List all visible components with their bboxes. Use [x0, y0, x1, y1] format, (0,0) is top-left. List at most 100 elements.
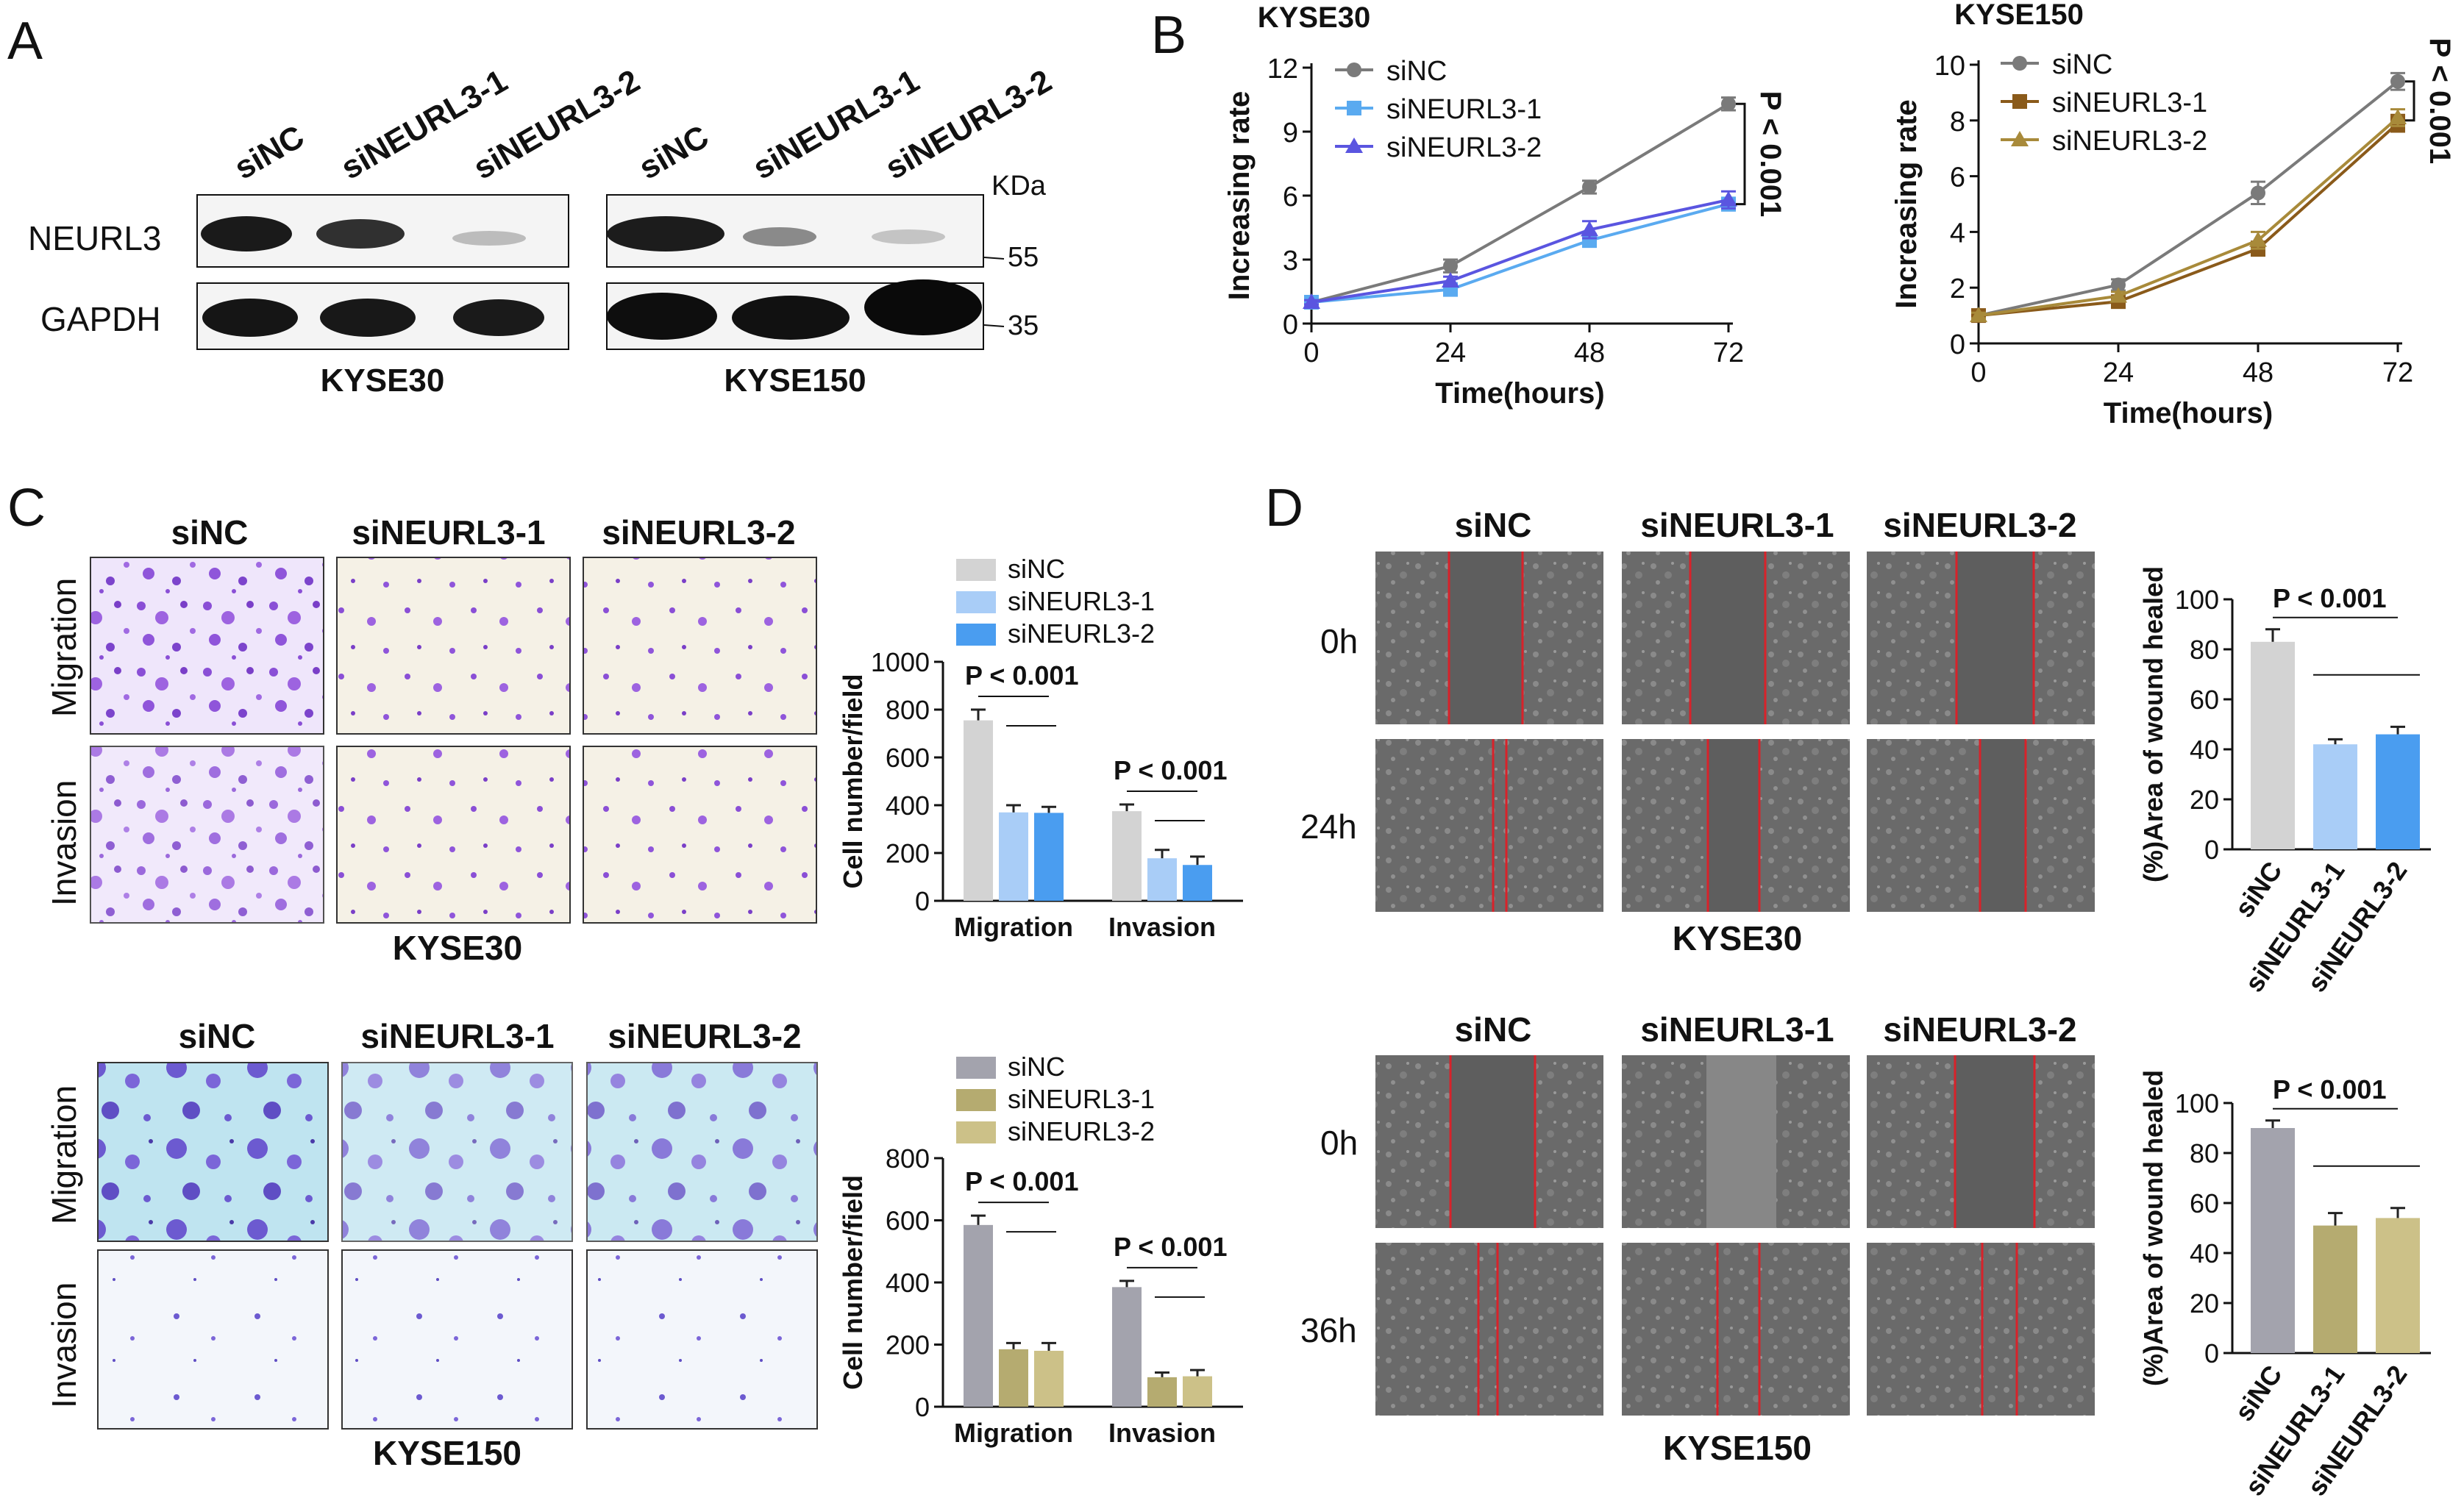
- data-point: [2109, 287, 2127, 303]
- band: [202, 299, 298, 337]
- data-point: [1345, 138, 1363, 153]
- y-tick-label: 800: [886, 695, 930, 725]
- legend-label: siNEURL3-1: [2052, 88, 2207, 118]
- legend-label: siNEURL3-1: [1008, 1084, 1155, 1114]
- bar: [2376, 734, 2420, 849]
- micrograph: [97, 1062, 329, 1242]
- bar-chart-c2: 0 200 400 600 800 Cell number/field Migration P…: [838, 1052, 1243, 1448]
- legend-label: siNC: [2052, 49, 2112, 80]
- micrograph: [586, 1062, 818, 1242]
- x-axis-label: Time(hours): [2104, 397, 2273, 429]
- data-point: [1721, 96, 1736, 112]
- panel-d-top-headers: siNC siNEURL3-1 siNEURL3-2: [1455, 506, 2077, 544]
- p-value-label: P < 0.001: [1114, 755, 1227, 785]
- time-label: 36h: [1300, 1311, 1357, 1349]
- data-point: [2249, 231, 2267, 247]
- series-line: [1978, 116, 2399, 318]
- wound-gap: [1449, 552, 1523, 724]
- wound-gap: [1708, 739, 1759, 912]
- wound-gap: [1706, 1055, 1776, 1228]
- legend-label: siNEURL3-2: [2052, 126, 2207, 157]
- legend-label: siNEURL3-2: [1386, 132, 1542, 163]
- legend-label: siNEURL3-2: [1008, 1116, 1155, 1146]
- column-header: siNEURL3-2: [608, 1017, 801, 1055]
- y-axis-label: Increasing rate: [1890, 99, 1923, 309]
- column-header: siNC: [171, 513, 249, 552]
- x-tick-label: 24: [2103, 357, 2134, 388]
- y-tick-label: 9: [1283, 118, 1298, 149]
- bar: [1183, 865, 1212, 901]
- band: [872, 229, 945, 244]
- wound-gap: [1450, 1055, 1535, 1228]
- legend-label: siNC: [1008, 554, 1065, 584]
- column-header: siNEURL3-1: [1640, 1010, 1834, 1049]
- data-point: [2251, 185, 2265, 201]
- panel-letter-d: D: [1265, 479, 1303, 538]
- significance-bracket: [1736, 102, 1746, 206]
- legend-label: siNC: [1386, 56, 1447, 87]
- data-point: [2389, 109, 2407, 125]
- y-tick-label: 40: [2190, 735, 2219, 765]
- wound-gap: [1955, 1055, 2034, 1228]
- micrograph: [90, 746, 324, 924]
- bar: [1034, 1350, 1064, 1407]
- row-label: Migration: [45, 578, 83, 717]
- bar: [1183, 1376, 1212, 1407]
- legend-swatch: [956, 1121, 996, 1143]
- bar: [999, 812, 1028, 901]
- bar: [2251, 1128, 2295, 1353]
- data-point: [1582, 179, 1597, 195]
- data-point: [2012, 94, 2027, 109]
- bar: [999, 1349, 1028, 1407]
- column-header: siNEURL3-1: [360, 1017, 554, 1055]
- band: [864, 279, 982, 335]
- y-tick-label: 60: [2190, 685, 2219, 715]
- marker-35: 35: [1008, 310, 1039, 341]
- p-value-label: P < 0.001: [2273, 583, 2386, 613]
- legend-swatch: [956, 559, 996, 581]
- micrograph: [1375, 739, 1603, 912]
- bar: [1034, 813, 1064, 901]
- x-tick-label: 48: [1574, 338, 1605, 368]
- panel-d-bottom-headers: siNC siNEURL3-1 siNEURL3-2: [1455, 1010, 2077, 1049]
- legend-label: siNEURL3-1: [1386, 94, 1542, 125]
- data-point: [1443, 258, 1458, 274]
- micrograph: [341, 1062, 573, 1242]
- bar: [1112, 1287, 1142, 1407]
- p-value-label: P < 0.001: [1114, 1232, 1227, 1262]
- y-axis-label: Increasing rate: [1223, 91, 1256, 301]
- marker-tick: [983, 324, 1005, 327]
- band: [320, 299, 416, 337]
- x-tick-label: 72: [2382, 357, 2413, 388]
- band: [453, 299, 544, 336]
- blot-row-label-neurl3: NEURL3: [28, 219, 162, 257]
- series-line: [1978, 80, 2399, 318]
- y-tick-label: 80: [2190, 635, 2219, 665]
- legend-swatch: [956, 624, 996, 646]
- cell-line-label: KYSE30: [321, 363, 445, 399]
- data-point: [1720, 190, 1737, 207]
- wound-gap: [1956, 552, 2034, 724]
- y-axis-label: Cell number/field: [838, 1175, 868, 1390]
- y-tick-label: 100: [2175, 1088, 2219, 1118]
- y-tick-label: 12: [1267, 54, 1298, 85]
- chart-title: KYSE150: [1954, 0, 2084, 31]
- column-header: siNEURL3-2: [602, 513, 795, 552]
- cell-line-label: KYSE150: [724, 363, 866, 399]
- time-label: 0h: [1320, 622, 1358, 660]
- marker-55: 55: [1008, 242, 1039, 273]
- y-tick-label: 20: [2190, 1288, 2219, 1318]
- micrograph: [583, 557, 817, 735]
- band: [743, 227, 816, 246]
- y-tick-label: 100: [2175, 585, 2219, 615]
- y-tick-label: 10: [1934, 51, 1965, 82]
- wound-gap: [1980, 739, 2026, 912]
- wound-images-kyse150: [1375, 1055, 2095, 1416]
- micrograph: [586, 1249, 818, 1430]
- y-tick-label: 0: [915, 886, 930, 916]
- y-tick-label: 3: [1283, 246, 1298, 276]
- column-header: siNC: [1455, 1010, 1532, 1049]
- data-point: [1581, 221, 1598, 237]
- micrograph: [583, 746, 817, 924]
